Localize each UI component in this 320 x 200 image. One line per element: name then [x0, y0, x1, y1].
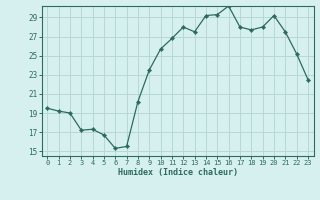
X-axis label: Humidex (Indice chaleur): Humidex (Indice chaleur): [118, 168, 237, 177]
